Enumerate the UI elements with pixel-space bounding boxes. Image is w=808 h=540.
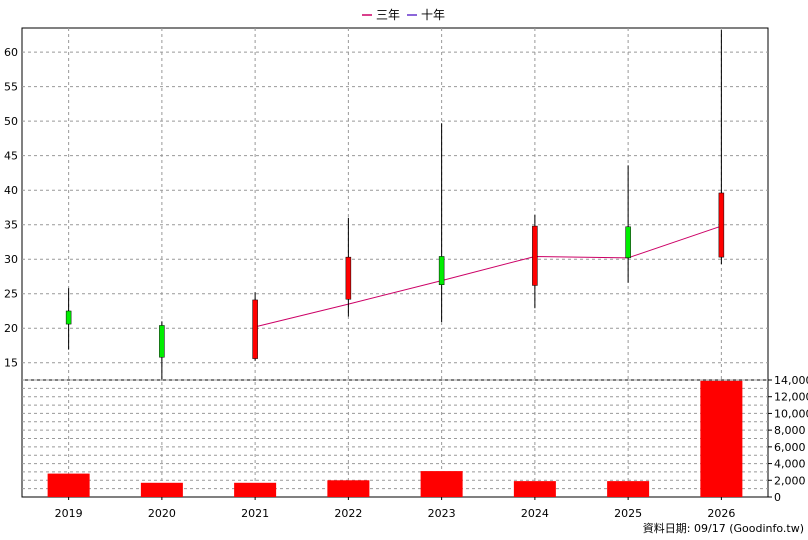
candle-body (625, 226, 631, 259)
volume-bar (140, 482, 183, 497)
candle-body (345, 256, 352, 300)
x-tick-label: 2020 (148, 507, 176, 520)
x-tick-label: 2022 (334, 507, 362, 520)
volume-bar (607, 481, 650, 497)
volume-panel: 0 2,000 4,000 6,000 8,000 10,000 12,000 14,000 (22, 374, 808, 504)
price-tick-label: 60 (4, 46, 18, 59)
volume-bar (420, 471, 463, 497)
volume-tick-label: 2,000 (774, 474, 806, 487)
legend-label-three-year: 三年 (376, 8, 400, 22)
volume-bar (47, 473, 90, 497)
price-tick-label: 50 (4, 115, 18, 128)
candle-body (159, 325, 165, 358)
legend: 三年 十年 (362, 8, 445, 22)
price-tick-label: 20 (4, 322, 18, 335)
candle-body (252, 299, 258, 359)
price-tick-label: 35 (4, 219, 18, 232)
volume-bar (234, 482, 277, 497)
volume-tick-label: 10,000 (774, 407, 808, 420)
volume-tick-label: 4,000 (774, 458, 806, 471)
x-axis: 2019 2020 2021 2022 2023 2024 2025 2026 (55, 497, 735, 520)
price-tick-label: 30 (4, 253, 18, 266)
volume-tick-label: 8,000 (774, 424, 806, 437)
plot-frame (21, 27, 769, 498)
three-year-average-line (255, 225, 722, 328)
volume-tick-label: 12,000 (774, 391, 808, 404)
price-tick-label: 15 (4, 357, 18, 370)
candle-body (718, 192, 725, 258)
price-tick-label: 25 (4, 288, 18, 301)
price-tick-label: 40 (4, 184, 18, 197)
price-tick-label: 45 (4, 150, 18, 163)
volume-bar (327, 480, 370, 497)
volume-bar (700, 380, 743, 497)
candle-body (65, 310, 72, 325)
volume-tick-label: 14,000 (774, 374, 808, 387)
x-tick-label: 2025 (614, 507, 642, 520)
price-panel: 15 20 25 30 35 40 45 50 55 60 (4, 27, 769, 498)
volume-tick-label: 6,000 (774, 441, 806, 454)
volume-bar (513, 481, 556, 497)
legend-label-ten-year: 十年 (421, 8, 445, 22)
source-note: 資料日期: 09/17 (Goodinfo.tw) (643, 521, 804, 535)
x-tick-label: 2021 (241, 507, 269, 520)
candle-body (532, 225, 538, 286)
x-tick-label: 2024 (521, 507, 549, 520)
x-tick-label: 2023 (428, 507, 456, 520)
volume-tick-label: 0 (774, 491, 781, 504)
x-tick-label: 2019 (55, 507, 83, 520)
candle-body (438, 256, 445, 286)
price-tick-label: 55 (4, 81, 18, 94)
x-tick-label: 2026 (707, 507, 735, 520)
